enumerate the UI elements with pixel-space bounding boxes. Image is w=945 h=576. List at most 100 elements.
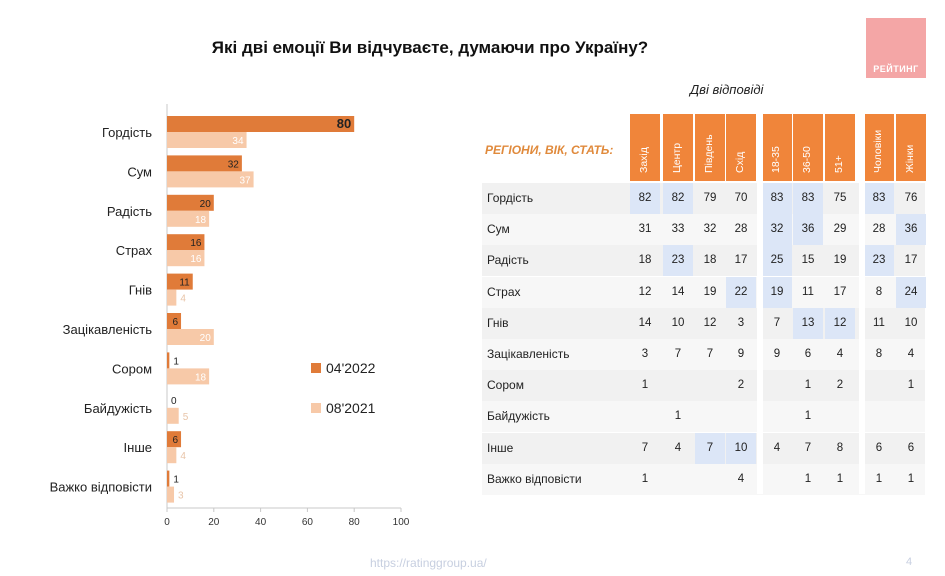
category-label: Гордість xyxy=(102,125,152,140)
row-background xyxy=(482,276,925,308)
category-label: Сум xyxy=(127,164,152,179)
legend-swatch xyxy=(311,363,321,373)
table-cell: 10 xyxy=(671,316,685,329)
table-cell: 6 xyxy=(907,441,915,454)
table-cell: 12 xyxy=(703,316,717,329)
table-cell xyxy=(864,370,894,401)
x-tick-label: 20 xyxy=(208,517,220,528)
table-cell: 32 xyxy=(703,223,717,236)
column-header-label: Центр xyxy=(671,142,683,173)
bar-2022 xyxy=(167,352,170,369)
row-label: Гордість xyxy=(487,191,534,205)
table-subtitle: Дві відповіді xyxy=(690,82,764,97)
bar-2022 xyxy=(167,470,170,487)
table-cell: 31 xyxy=(638,223,652,236)
table-cell: 19 xyxy=(762,276,792,308)
bar-2021 xyxy=(167,329,214,345)
footer-url[interactable]: https://ratinggroup.ua/ xyxy=(370,556,487,570)
table-cell xyxy=(864,401,894,432)
table-cell: 36 xyxy=(896,214,926,246)
logo-text: РЕЙТИНГ xyxy=(873,64,919,74)
column-header-label: Жінки xyxy=(904,144,916,173)
table-cell: 25 xyxy=(762,245,792,277)
data-label-2022: 32 xyxy=(228,159,240,170)
table-cell: 1 xyxy=(804,472,812,485)
table-cell: 23 xyxy=(864,245,894,277)
table-cell: 2 xyxy=(836,379,844,392)
row-background xyxy=(482,463,925,495)
table-cell: 4 xyxy=(773,441,781,454)
table-cell: 1 xyxy=(907,379,915,392)
bar-2021 xyxy=(167,289,177,306)
table-cell: 7 xyxy=(706,348,714,360)
table-cell: 83 xyxy=(762,183,792,214)
column-header-label: Чоловіки xyxy=(872,129,884,173)
table-cell: 8 xyxy=(875,285,883,298)
data-label-2021: 20 xyxy=(200,333,212,344)
bar-2022 xyxy=(167,194,214,211)
x-tick-label: 0 xyxy=(164,517,170,528)
table-cell: 36 xyxy=(793,214,823,246)
table-cell: 17 xyxy=(734,254,748,267)
table-cell: 7 xyxy=(674,348,682,360)
table-cell: 1 xyxy=(674,410,682,423)
row-label: Страх xyxy=(487,284,521,299)
table-cell: 24 xyxy=(896,276,926,308)
table-cell: 1 xyxy=(641,379,649,392)
table-cell: 4 xyxy=(836,348,844,360)
row-label: Гнів xyxy=(487,315,509,330)
legend-swatch xyxy=(311,403,321,413)
bar-2022 xyxy=(167,234,205,251)
column-header: Схід xyxy=(726,114,756,181)
bar-2021 xyxy=(167,132,247,148)
data-label-2021: 4 xyxy=(180,451,186,462)
table-cell: 9 xyxy=(773,348,781,360)
table-cell: 76 xyxy=(904,192,918,204)
row-background xyxy=(482,339,925,370)
bar-2021 xyxy=(167,171,254,188)
column-header: 36-50 xyxy=(793,114,823,181)
category-label: Гнів xyxy=(129,283,152,298)
data-label-2021: 34 xyxy=(232,136,244,147)
table-cell: 13 xyxy=(793,307,823,339)
table-cell: 14 xyxy=(638,316,652,329)
table-cell: 3 xyxy=(737,316,745,329)
table-cell: 23 xyxy=(663,245,693,277)
table-cell: 29 xyxy=(833,223,847,236)
table-cell xyxy=(896,401,926,432)
table-cell: 22 xyxy=(726,276,756,308)
table-cell: 10 xyxy=(726,432,756,464)
table-cell: 28 xyxy=(872,223,886,236)
data-label-2021: 5 xyxy=(183,412,189,423)
bar-2021 xyxy=(167,368,210,385)
table-cell: 15 xyxy=(801,254,815,267)
bar-2022 xyxy=(167,116,355,132)
group-separator xyxy=(859,114,865,494)
x-tick-label: 40 xyxy=(255,517,267,528)
row-label: Інше xyxy=(487,440,514,455)
x-tick-label: 60 xyxy=(302,517,314,528)
row-label: Радість xyxy=(487,253,529,268)
table-cell: 14 xyxy=(671,285,685,298)
column-header-label: Захід xyxy=(638,147,650,173)
table-cell: 4 xyxy=(907,348,915,360)
table-cell xyxy=(695,370,725,401)
row-background xyxy=(482,245,925,277)
category-label: Зацікавленість xyxy=(63,322,153,337)
table-cell: 32 xyxy=(762,214,792,246)
table-cell: 2 xyxy=(737,379,745,392)
table-cell xyxy=(726,401,756,432)
table-cell: 11 xyxy=(802,285,814,298)
table-cell xyxy=(663,464,693,495)
table-cell: 9 xyxy=(737,348,745,360)
table-cell: 17 xyxy=(904,254,918,267)
data-label-2021: 16 xyxy=(190,254,202,265)
table-cell: 83 xyxy=(793,183,823,214)
table-cell: 17 xyxy=(833,285,847,298)
column-header-label: Південь xyxy=(703,134,715,173)
bar-2021 xyxy=(167,447,177,464)
table-cell: 33 xyxy=(671,223,685,236)
table-cell: 1 xyxy=(804,379,812,392)
table-cell: 1 xyxy=(836,472,844,485)
bar-2022 xyxy=(167,431,182,448)
